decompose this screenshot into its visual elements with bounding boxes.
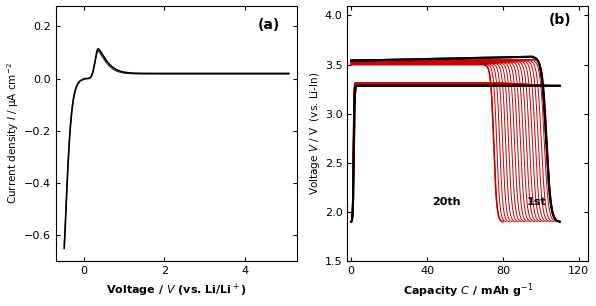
Y-axis label: Current density $I$ / μA cm$^{-2}$: Current density $I$ / μA cm$^{-2}$	[5, 62, 21, 204]
Text: 1st: 1st	[527, 197, 547, 207]
X-axis label: Voltage / $V$ (vs. Li/Li$^+$): Voltage / $V$ (vs. Li/Li$^+$)	[106, 282, 247, 299]
Text: (b): (b)	[549, 13, 572, 27]
Y-axis label: Voltage $V$ / V  (vs. Li-In): Voltage $V$ / V (vs. Li-In)	[308, 72, 322, 195]
Text: (a): (a)	[258, 18, 280, 32]
X-axis label: Capacity $C$ / mAh g$^{-1}$: Capacity $C$ / mAh g$^{-1}$	[402, 282, 533, 300]
Text: 20th: 20th	[432, 197, 460, 207]
